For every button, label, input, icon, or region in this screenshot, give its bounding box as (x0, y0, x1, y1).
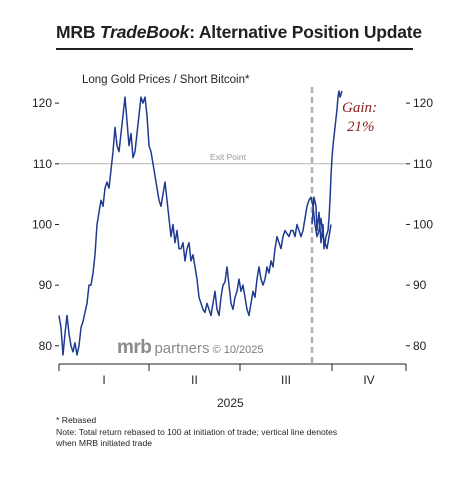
y-tick-label-left-3: 110 (33, 157, 52, 171)
y-tick-label-right-0: 80 (413, 339, 427, 353)
x-tick-label-2: III (281, 373, 291, 387)
note-line-1: Note: Total return rebased to 100 at ini… (56, 427, 338, 437)
exit-point-label: Exit Point (210, 152, 247, 162)
title-prefix: MRB (56, 22, 100, 42)
chart-subtitle: Long Gold Prices / Short Bitcoin* (82, 74, 250, 86)
x-tick-label-1: II (191, 373, 198, 387)
y-tick-label-left-1: 90 (39, 278, 53, 292)
x-tick-label-0: I (102, 373, 105, 387)
chart-title: MRB TradeBook: Alternative Position Upda… (56, 22, 422, 43)
y-tick-label-right-3: 110 (413, 157, 432, 171)
y-tick-label-left-2: 100 (32, 217, 52, 231)
title-rule (56, 48, 413, 50)
gain-label: Gain: (342, 100, 377, 116)
note-line-2: when MRB initiated trade (56, 437, 153, 448)
y-tick-label-left-4: 120 (32, 96, 52, 110)
y-tick-label-right-2: 100 (413, 217, 433, 231)
y-tick-label-right-1: 90 (413, 278, 427, 292)
x-tick-label-3: IV (363, 373, 374, 387)
brand-logo: mrb (117, 337, 152, 358)
series-line-0 (58, 96, 332, 356)
y-tick-label-right-4: 120 (413, 96, 433, 110)
brand-date: © 10/2025 (212, 344, 264, 356)
title-italic: TradeBook (99, 22, 190, 42)
x-axis-label: 2025 (217, 396, 244, 410)
brand-watermark: mrb partners © 10/2025 (117, 337, 264, 359)
brand-word: partners (154, 340, 210, 357)
gain-value: 21% (347, 119, 375, 135)
y-tick-label-left-0: 80 (39, 339, 53, 353)
rebased-note: * Rebased (56, 415, 97, 425)
title-rest: : Alternative Position Update (189, 22, 422, 42)
series-line-1 (311, 90, 343, 250)
